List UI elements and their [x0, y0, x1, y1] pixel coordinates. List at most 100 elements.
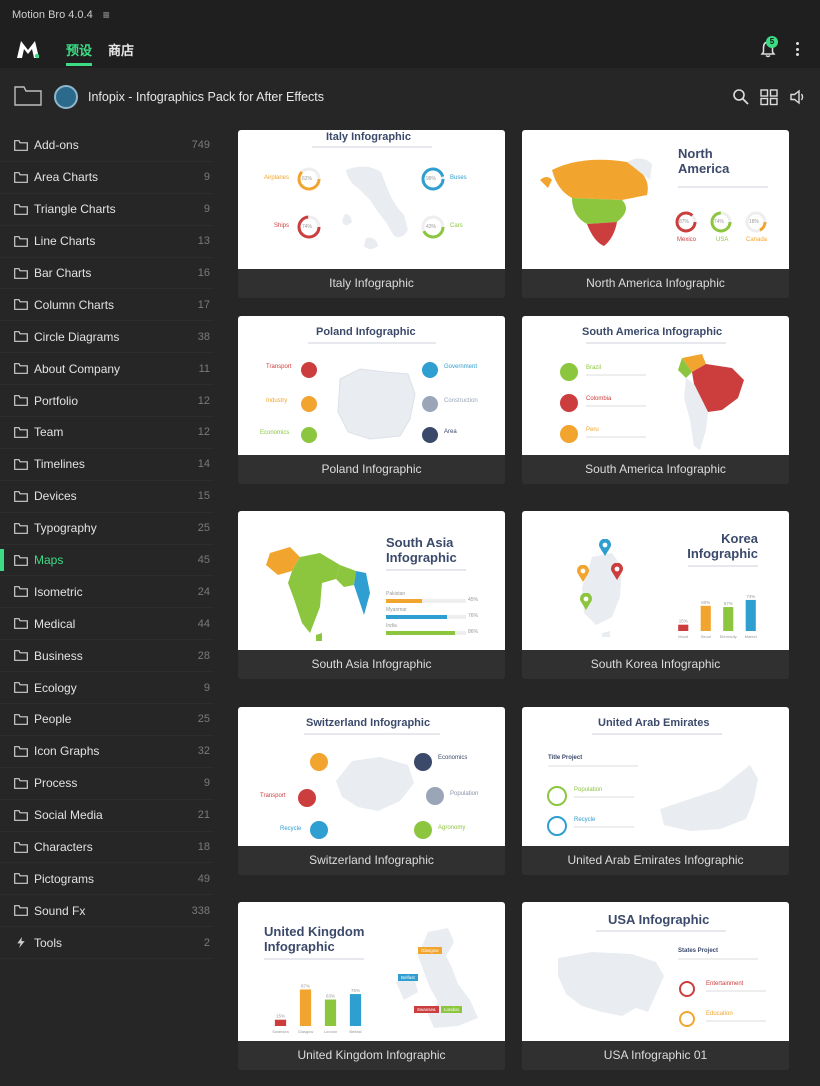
- sidebar-item-portfolio[interactable]: Portfolio 12: [0, 385, 214, 418]
- sidebar-item-triangle-charts[interactable]: Triangle Charts 9: [0, 194, 214, 226]
- sidebar-item-typography[interactable]: Typography 25: [0, 513, 214, 545]
- card-thumbnail: Italy Infographic Airplanes Buses Ships …: [238, 130, 505, 269]
- sidebar-item-column-charts[interactable]: Column Charts 17: [0, 289, 214, 322]
- sidebar-item-label: Icon Graphs: [34, 744, 100, 759]
- industry-icon: [301, 396, 317, 412]
- progress-fill: [386, 631, 455, 635]
- card-usa-infographic[interactable]: USA Infographic States Project Entertain…: [522, 902, 789, 1070]
- education-icon: [679, 1011, 695, 1027]
- card-thumbnail: North America 87% 74% 18% Mexico USA Can…: [522, 130, 789, 269]
- sidebar-item-count: 24: [197, 585, 210, 598]
- volume-icon[interactable]: [789, 88, 807, 106]
- progress-ring: [297, 167, 321, 191]
- folder-icon[interactable]: [14, 86, 42, 106]
- thumb-label: Transport: [266, 364, 292, 370]
- sidebar-item-circle-diagrams[interactable]: Circle Diagrams 38: [0, 321, 214, 354]
- card-south-asia-infographic[interactable]: South Asia Infographic Pakistan 45% Myan…: [238, 511, 505, 679]
- sidebar-item-ecology[interactable]: Ecology 9: [0, 672, 214, 705]
- sidebar-item-count: 21: [197, 809, 210, 822]
- sidebar-item-add-ons[interactable]: Add-ons 749: [0, 130, 214, 162]
- bar: [299, 989, 312, 1026]
- card-south-america-infographic[interactable]: South America Infographic Brazil Colombi…: [522, 316, 789, 484]
- card-caption: United Kingdom Infographic: [238, 1041, 505, 1070]
- grid-view-icon[interactable]: [760, 88, 778, 106]
- sidebar-item-devices[interactable]: Devices 15: [0, 481, 214, 513]
- sidebar-item-count: 25: [197, 713, 210, 726]
- bar: [274, 1019, 287, 1026]
- bar-value-label: 74%: [746, 594, 755, 599]
- sidebar-item-characters[interactable]: Characters 18: [0, 832, 214, 864]
- sidebar-item-people[interactable]: People 25: [0, 704, 214, 736]
- progress-fill: [386, 615, 447, 619]
- thumb-label: Recycle: [574, 817, 596, 823]
- thumb-label: India: [386, 623, 397, 629]
- thumb-title: United Kingdom Infographic: [264, 924, 365, 954]
- sidebar-item-team[interactable]: Team 12: [0, 417, 214, 449]
- italy-map: [342, 166, 408, 249]
- tab-store[interactable]: 商店: [108, 42, 135, 58]
- thumb-text-line: [586, 374, 646, 376]
- tab-presets[interactable]: 预设: [66, 30, 93, 68]
- card-caption: USA Infographic 01: [522, 1041, 789, 1070]
- sidebar-item-medical[interactable]: Medical 44: [0, 608, 214, 641]
- sidebar-item-label: Devices: [34, 489, 77, 504]
- search-icon[interactable]: [732, 88, 750, 106]
- sidebar-item-label: Portfolio: [34, 393, 79, 408]
- card-italy-infographic[interactable]: Italy Infographic Airplanes Buses Ships …: [238, 130, 505, 298]
- sidebar-item-count: 12: [197, 426, 210, 439]
- progress-fill: [386, 599, 422, 603]
- sidebar-item-count: 9: [203, 203, 210, 216]
- map-tag: Belfast: [398, 974, 418, 981]
- sidebar-item-pictograms[interactable]: Pictograms 49: [0, 863, 214, 896]
- sidebar-item-bar-charts[interactable]: Bar Charts 16: [0, 258, 214, 290]
- sidebar-item-label: Circle Diagrams: [34, 329, 120, 344]
- transport-icon: [301, 362, 317, 378]
- more-options-icon[interactable]: [793, 40, 801, 58]
- thumb-label: USA: [716, 237, 729, 243]
- agronomy-icon: [414, 821, 432, 839]
- sidebar-item-tools[interactable]: Tools 2: [0, 927, 214, 960]
- hamburger-menu-icon[interactable]: ≡: [102, 8, 110, 22]
- sidebar-item-count: 2: [203, 936, 210, 949]
- card-united-kingdom-infographic[interactable]: United Kingdom Infographic 15% Swansea 87%…: [238, 902, 505, 1070]
- thumb-value: 87%: [679, 219, 690, 225]
- sidebar-item-maps[interactable]: Maps 45: [0, 545, 214, 577]
- sidebar-item-count: 338: [191, 904, 210, 917]
- sidebar-item-about-company[interactable]: About Company 11: [0, 353, 214, 386]
- sidebar-item-label: Typography: [34, 521, 97, 536]
- card-uae-infographic[interactable]: United Arab Emirates Title Project Popul…: [522, 707, 789, 875]
- card-north-america-infographic[interactable]: North America 87% 74% 18% Mexico USA Can…: [522, 130, 789, 298]
- bar: [700, 605, 711, 631]
- sidebar-item-icon-graphs[interactable]: Icon Graphs 32: [0, 736, 214, 768]
- bar-value-label: 76%: [351, 988, 360, 993]
- sidebar-item-isometric[interactable]: Isometric 24: [0, 576, 214, 609]
- sidebar-item-business[interactable]: Business 28: [0, 640, 214, 673]
- sidebar-item-label: Medical: [34, 616, 76, 631]
- folder-icon: [14, 490, 28, 502]
- card-switzerland-infographic[interactable]: Switzerland Infographic Transport Recycl…: [238, 707, 505, 875]
- card-south-korea-infographic[interactable]: Korea Infographic 15% Mood 60% Seoul 57% Elec…: [522, 511, 789, 679]
- thumb-label: States Project: [678, 948, 719, 954]
- sidebar-item-count: 38: [197, 330, 210, 343]
- progress-track: [386, 631, 466, 635]
- folder-icon: [14, 777, 28, 789]
- thumb-label: Myanmar: [386, 607, 407, 613]
- sidebar-item-area-charts[interactable]: Area Charts 9: [0, 162, 214, 194]
- recycle-icon: [310, 821, 328, 839]
- thumb-text-line: [678, 958, 758, 960]
- sidebar-item-timelines[interactable]: Timelines 14: [0, 449, 214, 481]
- thumb-text-line: [706, 990, 766, 992]
- bar: [678, 624, 689, 631]
- folder-icon: [14, 714, 28, 725]
- sidebar-item-sound-fx[interactable]: Sound Fx 338: [0, 895, 214, 928]
- sidebar-item-process[interactable]: Process 9: [0, 768, 214, 800]
- pack-title: Infopix - Infographics Pack for After Ef…: [88, 90, 324, 104]
- card-poland-infographic[interactable]: Poland Infographic Transport Industry Ec…: [238, 316, 505, 484]
- economics-icon: [301, 427, 317, 443]
- sidebar-item-social-media[interactable]: Social Media 21: [0, 800, 214, 832]
- sidebar-item-line-charts[interactable]: Line Charts 13: [0, 226, 214, 258]
- folder-icon: [14, 267, 28, 279]
- brazil-icon: [560, 363, 578, 381]
- thumb-label: Construction: [444, 398, 478, 404]
- folder-icon: [14, 650, 28, 662]
